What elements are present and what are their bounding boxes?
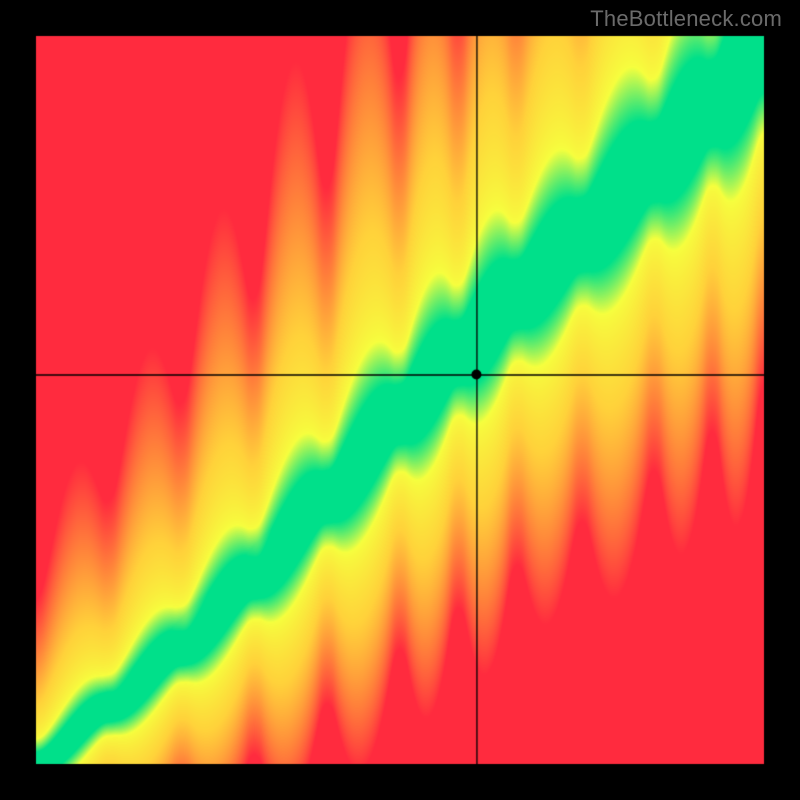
watermark-label: TheBottleneck.com (590, 6, 782, 32)
bottleneck-chart: TheBottleneck.com (0, 0, 800, 800)
heatmap-canvas (0, 0, 800, 800)
